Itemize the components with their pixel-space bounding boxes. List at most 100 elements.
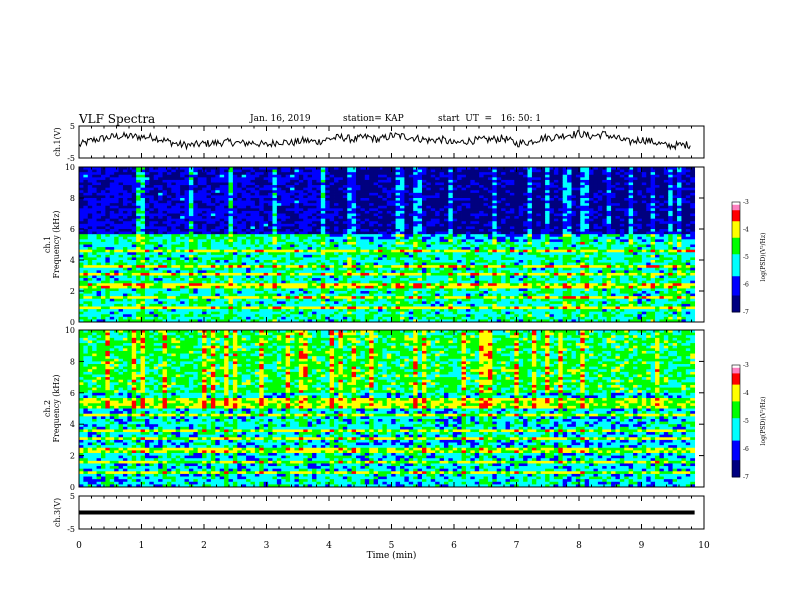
spectrogram-cell <box>272 283 278 287</box>
spectrogram-cell <box>206 283 212 287</box>
spectrogram-cell <box>400 311 405 315</box>
spectrogram-cell <box>175 296 181 300</box>
start-time-label: start UT = 16: 50: 1 <box>438 114 541 124</box>
spectrogram-cell <box>215 303 221 307</box>
spectrogram-cell <box>114 241 119 245</box>
spectrogram-cell <box>294 241 300 245</box>
spectrogram-cell <box>373 169 379 173</box>
spectrogram-cell <box>426 278 432 282</box>
spectrogram-cell <box>378 306 383 310</box>
spectrogram-cell <box>386 247 392 251</box>
spectrogram-cell <box>351 221 357 225</box>
spectrogram-cell <box>386 260 392 263</box>
spectrogram-cell <box>303 226 309 230</box>
spectrogram-cell <box>210 216 216 220</box>
spectrogram-cell <box>338 296 344 300</box>
spectrogram-cell <box>224 195 229 199</box>
spectrogram-cell <box>193 187 199 191</box>
spectrogram-cell <box>193 278 199 282</box>
spectrogram-cell <box>171 223 177 227</box>
spectrogram-cell <box>232 179 238 183</box>
spectrogram-cell <box>140 272 146 276</box>
spectrogram-cell <box>391 291 397 294</box>
spectrogram-cell <box>408 231 414 235</box>
spectrogram-cell <box>153 177 159 181</box>
spectrogram-cell <box>228 205 234 209</box>
spectrogram-cell <box>272 216 278 220</box>
spectrogram-cell <box>83 283 89 287</box>
spectrogram-cell <box>197 311 203 315</box>
spectrogram-cell <box>356 239 361 243</box>
spectrogram-cell <box>114 213 119 217</box>
spectrogram-cell <box>426 179 432 183</box>
spectrogram-cell <box>197 309 203 313</box>
spectrogram-cell <box>206 241 212 245</box>
spectrogram-cell <box>210 301 216 305</box>
spectrogram-cell <box>329 205 335 209</box>
spectrogram-cell <box>241 293 247 297</box>
spectrogram-cell <box>228 285 234 289</box>
spectrogram-cell <box>320 172 326 176</box>
spectrogram-cell <box>105 182 111 186</box>
spectrogram-cell <box>400 179 405 183</box>
spectrogram-cell <box>356 311 361 315</box>
spectrogram-cell <box>400 221 405 225</box>
spectrogram-cell <box>171 306 177 310</box>
spectrogram-cell <box>232 216 238 220</box>
spectrogram-cell <box>272 278 278 282</box>
spectrogram-cell <box>158 285 163 289</box>
spectrogram-cell <box>210 267 216 271</box>
spectrogram-cell <box>263 265 269 269</box>
spectrogram-cell <box>96 221 102 225</box>
spectrogram-cell <box>298 203 304 207</box>
spectrogram-cell <box>100 208 106 212</box>
spectrogram-cell <box>122 198 128 201</box>
spectrogram-cell <box>246 216 251 220</box>
spectrogram-cell <box>193 177 199 181</box>
spectrogram-cell <box>228 223 234 227</box>
spectrogram-cell <box>96 247 102 251</box>
spectrogram-cell <box>303 272 309 276</box>
spectrogram-cell <box>360 216 366 220</box>
spectrogram-cell <box>140 192 146 196</box>
spectrogram-cell <box>417 208 423 212</box>
spectrogram-cell <box>92 203 97 207</box>
spectrogram-cell <box>79 285 84 289</box>
spectrogram-cell <box>276 254 282 258</box>
spectrogram-cell <box>250 288 256 292</box>
spectrogram-cell <box>338 221 344 225</box>
spectrogram-cell <box>268 221 273 225</box>
spectrogram-cell <box>281 185 287 189</box>
spectrogram-cell <box>369 208 375 212</box>
spectrogram-cell <box>87 267 93 271</box>
spectrogram-cell <box>303 262 309 266</box>
spectrogram-cell <box>351 216 357 220</box>
spectrogram-cell <box>166 257 172 261</box>
spectrogram-cell <box>281 169 287 173</box>
spectrogram-cell <box>180 203 185 207</box>
spectrogram-cell <box>241 262 247 266</box>
spectrogram-cell <box>329 223 335 227</box>
spectrogram-cell <box>298 169 304 173</box>
spectrogram-cell <box>382 221 388 225</box>
spectrogram-cell <box>100 179 106 183</box>
spectrogram-cell <box>290 257 295 261</box>
spectrogram-cell <box>114 203 119 207</box>
spectrogram-cell <box>334 177 339 181</box>
spectrogram-cell <box>162 231 168 235</box>
spectrogram-cell <box>356 195 361 199</box>
spectrogram-cell <box>373 223 379 227</box>
spectrogram-cell <box>215 314 221 318</box>
spectrogram-cell <box>254 257 260 261</box>
spectrogram-cell <box>237 314 243 318</box>
spectrogram-cell <box>400 249 405 253</box>
spectrogram-cell <box>228 218 234 222</box>
spectrogram-cell <box>122 296 128 300</box>
spectrogram-cell <box>417 244 423 248</box>
spectrogram-cell <box>136 283 141 287</box>
spectrogram-cell <box>197 298 203 302</box>
spectrogram-cell <box>193 216 199 220</box>
spectrogram-cell <box>360 293 366 297</box>
spectrogram-cell <box>325 203 331 207</box>
spectrogram-cell <box>417 221 423 225</box>
